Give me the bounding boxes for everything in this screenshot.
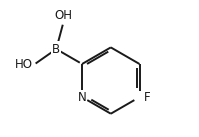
Text: N: N xyxy=(78,91,87,104)
Text: F: F xyxy=(144,91,151,104)
Text: B: B xyxy=(52,43,60,56)
Text: OH: OH xyxy=(54,9,72,22)
Text: HO: HO xyxy=(15,58,33,71)
